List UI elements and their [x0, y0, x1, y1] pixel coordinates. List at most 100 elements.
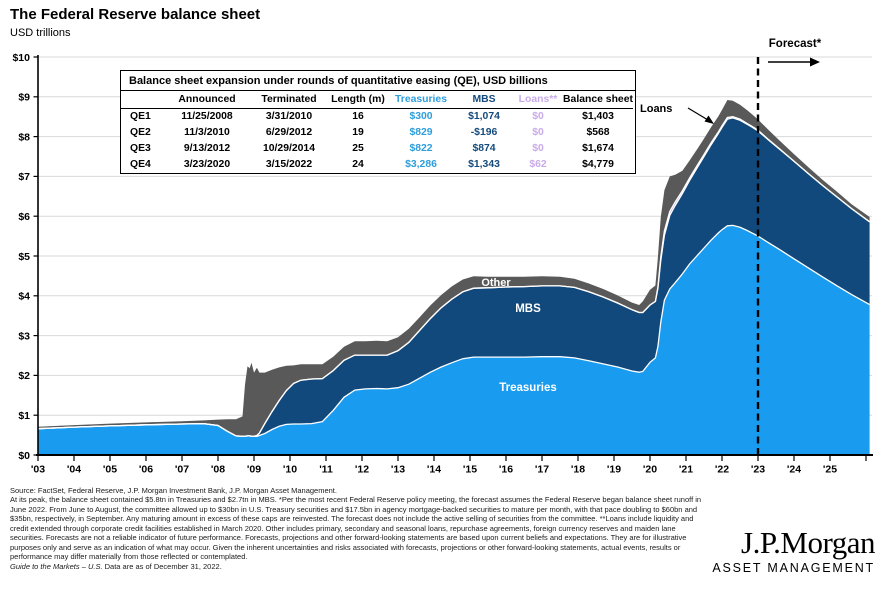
y-axis-label: $7 — [18, 171, 30, 183]
qe-row-label: QE1 — [130, 111, 151, 123]
other-band-label: Other — [481, 277, 511, 289]
source-line: Source: FactSet, Federal Reserve, J.P. M… — [10, 486, 337, 495]
gtm-title: Guide to the Markets – U.S. — [10, 561, 103, 571]
x-axis-label: '19 — [607, 464, 621, 476]
x-axis-label: '03 — [31, 464, 45, 476]
y-axis-label: $10 — [12, 52, 30, 64]
qe-table: Balance sheet expansion under rounds of … — [120, 70, 636, 174]
jpmorgan-wordmark: J.P.Morgan — [741, 525, 875, 560]
x-axis-label: '21 — [679, 464, 693, 476]
qe-cell: 6/29/2012 — [265, 127, 313, 139]
qe-cell: $1,674 — [582, 143, 614, 155]
x-axis-label: '07 — [175, 464, 189, 476]
qe-cell: $62 — [529, 159, 547, 171]
x-axis-label: '13 — [391, 464, 405, 476]
asset-management-label: ASSET MANAGEMENT — [712, 560, 875, 575]
y-axis-label: $1 — [18, 410, 30, 422]
qe-cell: $1,343 — [468, 159, 500, 171]
qe-cell: 25 — [352, 143, 364, 155]
qe-cell: 24 — [352, 159, 364, 171]
loans-callout-arrowhead — [704, 115, 714, 124]
qe-col-header: Terminated — [249, 91, 329, 109]
x-axis-label: '18 — [571, 464, 585, 476]
qe-cell: $874 — [472, 143, 496, 155]
x-axis-label: '25 — [823, 464, 837, 476]
forecast-label: Forecast* — [769, 38, 822, 50]
area-treasuries — [38, 225, 870, 455]
qe-cell: $822 — [409, 143, 433, 155]
y-axis-label: $9 — [18, 92, 30, 104]
qe-cell: 10/29/2014 — [262, 143, 315, 155]
y-axis-label: $6 — [18, 211, 30, 223]
x-axis-label: '14 — [427, 464, 441, 476]
y-axis-label: $5 — [18, 251, 30, 263]
forecast-arrowhead — [810, 57, 820, 67]
x-axis-label: '24 — [787, 464, 801, 476]
footnotes: Source: FactSet, Federal Reserve, J.P. M… — [10, 486, 770, 571]
x-axis-label: '10 — [283, 464, 297, 476]
disclosure-text: At its peak, the balance sheet contained… — [10, 495, 702, 562]
y-axis-label: $3 — [18, 330, 30, 342]
qe-row-label: QE2 — [130, 127, 151, 139]
qe-col-header: Loans** — [513, 91, 563, 109]
qe-cell: $0 — [532, 143, 544, 155]
x-axis-label: '11 — [319, 464, 333, 476]
y-axis-label: $2 — [18, 370, 30, 382]
qe-cell: $0 — [532, 127, 544, 139]
qe-row-label: QE4 — [130, 159, 151, 171]
qe-col-header: Treasuries — [387, 91, 455, 109]
qe-cell: $1,074 — [468, 111, 500, 123]
page-subtitle: USD trillions — [10, 27, 71, 39]
x-axis-label: '16 — [499, 464, 513, 476]
qe-cell: $568 — [586, 127, 610, 139]
qe-cell: 11/3/2010 — [184, 127, 230, 139]
x-axis-label: '04 — [67, 464, 81, 476]
qe-cell: 3/31/2010 — [265, 111, 313, 123]
qe-cell: $0 — [532, 111, 544, 123]
qe-col-header: Balance sheet — [563, 91, 633, 109]
treasuries-band-label: Treasuries — [499, 382, 557, 394]
jpmorgan-logo: J.P.Morgan ASSET MANAGEMENT — [712, 525, 875, 575]
balance-sheet-stacked-area-chart: $0 $1 $2 $3 $4 $5 $6 $7 $8 $9 $10 '03 '04 '05 '06 '07 '0… — [12, 38, 873, 476]
page-title: The Federal Reserve balance sheet — [10, 6, 261, 23]
qe-cell: $4,779 — [582, 159, 614, 171]
gtm-line: Guide to the Markets – U.S. Data are as … — [10, 562, 770, 571]
mbs-band-label: MBS — [515, 303, 541, 315]
qe-cell: 19 — [352, 127, 364, 139]
qe-col-header: Announced — [165, 91, 249, 109]
qe-cell: 11/25/2008 — [181, 111, 233, 123]
loans-callout-arrow — [687, 107, 709, 121]
qe-cell: $3,286 — [405, 159, 437, 171]
x-axis-label: '23 — [751, 464, 765, 476]
qe-cell: 16 — [352, 111, 364, 123]
qe-cell: $1,403 — [582, 111, 614, 123]
qe-col-header — [121, 91, 165, 109]
x-axis-label: '15 — [463, 464, 477, 476]
x-axis-label: '17 — [535, 464, 549, 476]
x-axis-label: '06 — [139, 464, 153, 476]
qe-cell: -$196 — [470, 127, 498, 139]
x-axis-label: '12 — [355, 464, 369, 476]
x-axis-label: '05 — [103, 464, 117, 476]
y-axis-label: $4 — [18, 291, 30, 303]
y-axis-label: $0 — [18, 450, 30, 462]
gtm-date: Data are as of December 31, 2022. — [102, 561, 222, 571]
x-axis-label: '09 — [247, 464, 261, 476]
x-axis-label: '20 — [643, 464, 657, 476]
y-axis-label: $8 — [18, 131, 30, 143]
qe-col-header: Length (m) — [329, 91, 387, 109]
qe-cell: $300 — [409, 111, 433, 123]
qe-cell: 9/13/2012 — [183, 143, 231, 155]
loans-callout-label: Loans — [640, 103, 672, 115]
qe-row-label: QE3 — [130, 143, 151, 155]
qe-cell: $829 — [409, 127, 433, 139]
band-boundary-2 — [37, 116, 870, 437]
qe-col-header: MBS — [455, 91, 513, 109]
qe-table-grid: Announced Terminated Length (m) Treasuries M… — [121, 91, 635, 173]
qe-cell: 3/23/2020 — [183, 159, 231, 171]
x-axis-label: '22 — [715, 464, 729, 476]
qe-cell: 3/15/2022 — [265, 159, 313, 171]
x-axis-label: '08 — [211, 464, 225, 476]
qe-table-title: Balance sheet expansion under rounds of … — [121, 71, 635, 91]
